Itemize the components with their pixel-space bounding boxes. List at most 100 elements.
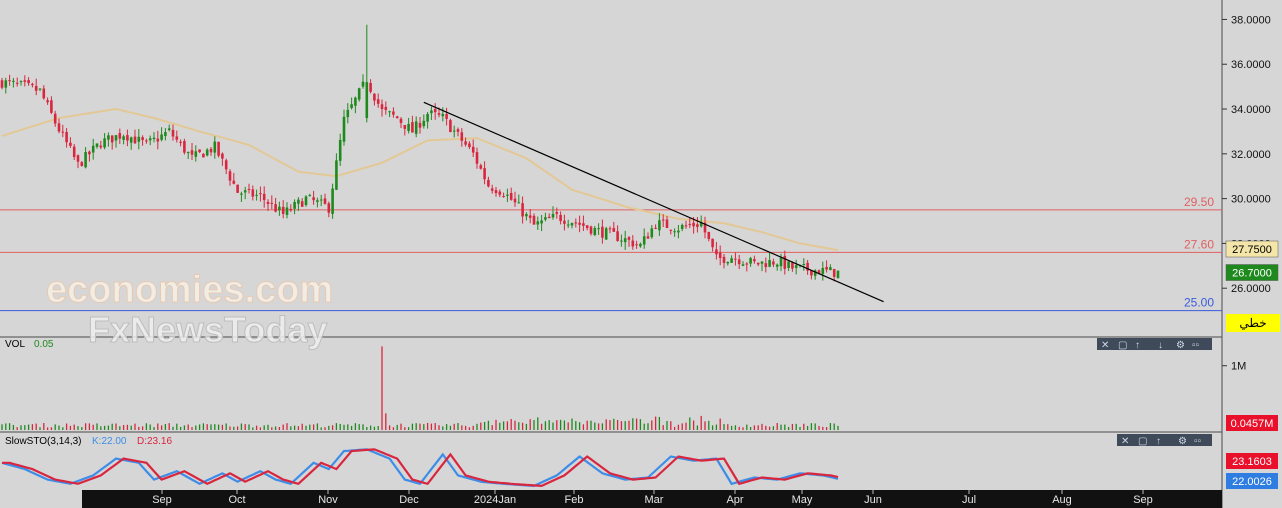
candle-body <box>300 201 304 207</box>
candle-body <box>209 148 213 153</box>
candle-body <box>836 270 840 279</box>
restore-icon[interactable]: ▢ <box>1118 340 1127 351</box>
price-tick-label: 38.0000 <box>1231 14 1271 26</box>
more-icon[interactable]: ▫▫ <box>1192 340 1199 351</box>
candle-body <box>449 120 452 133</box>
price-tick-label: 26.0000 <box>1231 283 1271 295</box>
candle-body <box>376 99 380 104</box>
candle-body <box>42 88 46 99</box>
time-tick-label: Jul <box>962 494 976 506</box>
move-up-icon[interactable]: ↑ <box>1135 340 1140 351</box>
candle-body <box>19 81 23 83</box>
candle-body <box>821 268 825 274</box>
candle-body <box>589 226 593 234</box>
candle-body <box>190 150 194 155</box>
candle-body <box>407 123 410 131</box>
candle-body <box>696 224 699 227</box>
candle-body <box>141 137 144 141</box>
candle-body <box>224 160 228 170</box>
candle-body <box>72 146 76 157</box>
candle-body <box>452 130 456 132</box>
candle-body <box>61 131 65 133</box>
candle-body <box>563 220 566 224</box>
watermark-economies: economies.com <box>46 269 333 311</box>
candle-body <box>392 111 395 115</box>
candle-body <box>426 113 429 122</box>
time-tick-label: Sep <box>1133 494 1153 506</box>
stochastic-d-label: D:23.16 <box>137 436 172 447</box>
time-tick-label: Sep <box>152 494 172 506</box>
candle-body <box>521 203 524 217</box>
time-tick-label: Feb <box>565 494 584 506</box>
candle-body <box>460 132 464 141</box>
settings-icon[interactable]: ⚙ <box>1176 340 1185 351</box>
volume-toolbar[interactable]: ✕ ▢ ↑ ↓ ⚙ ▫▫ <box>1097 338 1212 351</box>
candle-body <box>692 222 695 227</box>
candle-body <box>342 116 346 142</box>
candle-body <box>764 263 768 268</box>
candle-body <box>684 225 688 227</box>
stochastic-k-label: K:22.00 <box>92 436 127 447</box>
more-icon[interactable]: ▫▫ <box>1194 436 1201 447</box>
candle-body <box>437 113 441 115</box>
candle-body <box>517 202 521 204</box>
candle-body <box>734 258 737 260</box>
volume-tick-label: 1M <box>1231 361 1246 373</box>
candle-body <box>445 114 448 119</box>
move-down-icon[interactable]: ↓ <box>1158 340 1163 351</box>
candle-body <box>741 264 745 266</box>
candle-body <box>711 238 714 248</box>
candle-body <box>323 198 327 204</box>
candle-body <box>422 120 426 127</box>
close-icon[interactable]: ✕ <box>1121 436 1129 447</box>
stochastic-toolbar[interactable]: ✕ ▢ ↑ ⚙ ▫▫ <box>1117 434 1212 447</box>
candle-body <box>411 122 414 133</box>
volume-value: 0.05 <box>34 339 54 350</box>
settings-icon[interactable]: ⚙ <box>1178 436 1187 447</box>
time-axis: Sep Oct Nov Dec 2024Jan Feb Mar Apr May Jun Jul Aug… <box>152 490 1153 506</box>
candle-body <box>12 80 15 82</box>
candle-body <box>802 264 806 266</box>
level-label: 27.60 <box>1184 237 1214 251</box>
candle-body <box>623 238 627 243</box>
candle-body <box>468 143 471 148</box>
candle-body <box>84 151 87 168</box>
restore-icon[interactable]: ▢ <box>1138 436 1147 447</box>
close-icon[interactable]: ✕ <box>1101 340 1109 351</box>
candle-body <box>574 222 578 224</box>
candle-body <box>494 190 498 194</box>
mode-badge-label: خطي <box>1239 316 1266 330</box>
candle-body <box>27 80 30 84</box>
candle-body <box>418 122 422 128</box>
candle-body <box>175 136 179 140</box>
candle-body <box>335 160 338 190</box>
move-up-icon[interactable]: ↑ <box>1156 436 1161 447</box>
candle-body <box>156 138 160 142</box>
candle-body <box>114 135 118 141</box>
price-tick-label: 34.0000 <box>1231 104 1271 116</box>
candle-body <box>251 189 255 197</box>
candle-body <box>53 113 57 124</box>
candle-body <box>536 221 540 225</box>
candle-body <box>639 243 642 247</box>
candle-body <box>202 153 205 158</box>
candle-body <box>433 109 437 113</box>
candle-body <box>479 165 483 169</box>
time-axis-bar <box>0 490 1222 508</box>
time-tick-label: Dec <box>399 494 419 506</box>
candle-body <box>198 149 201 153</box>
candle-body <box>148 138 152 141</box>
candle-body <box>654 227 657 229</box>
candle-body <box>217 141 220 156</box>
candle-body <box>661 219 665 221</box>
stochastic-label: SlowSTO(3,14,3) <box>5 436 82 447</box>
candle-body <box>772 261 775 265</box>
candle-body <box>365 82 369 118</box>
candle-body <box>806 262 809 271</box>
candle-body <box>232 180 236 184</box>
candle-body <box>8 80 11 82</box>
candle-body <box>110 135 114 143</box>
candle-body <box>551 213 555 218</box>
candle-body <box>783 255 787 269</box>
